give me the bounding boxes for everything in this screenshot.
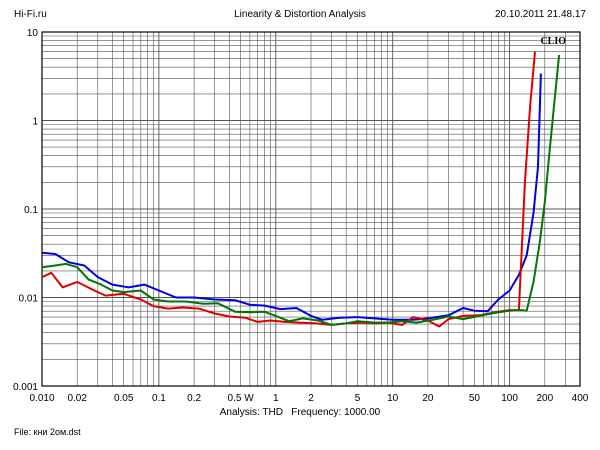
x-tick-label: 5: [355, 393, 361, 404]
series-line-1: [41, 73, 542, 321]
series-line-3: [41, 54, 561, 326]
series-line-2: [41, 51, 536, 328]
x-tick-label: 0.1: [152, 393, 166, 404]
y-tick-label: 10: [27, 28, 39, 39]
x-tick-label: 200: [536, 393, 553, 404]
x-tick-label: 0.010: [29, 393, 54, 404]
y-tick-label: 0.001: [13, 382, 38, 393]
x-tick-label: 1: [273, 393, 279, 404]
header-title: Linearity & Distortion Analysis: [234, 9, 366, 20]
y-tick-label: 0.1: [24, 205, 38, 216]
x-tick-label: 10: [387, 393, 399, 404]
x-tick-label: 50: [469, 393, 481, 404]
x-tick-label: 0.05: [114, 393, 134, 404]
x-tick-label: 2: [308, 393, 314, 404]
x-tick-label: 0.02: [67, 393, 87, 404]
y-tick-label: 1: [32, 117, 38, 128]
x-tick-label: 0.5 W: [228, 393, 255, 404]
analysis-info: Analysis: THD Frequency: 1000.00: [219, 407, 381, 418]
x-tick-label: 100: [501, 393, 518, 404]
x-tick-label: 400: [572, 393, 589, 404]
header-timestamp: 20.10.2011 21.48.17: [494, 9, 586, 20]
y-tick-label: 0.01: [19, 294, 39, 305]
file-name: File: кни 2ом.dst: [14, 427, 81, 437]
x-tick-label: 0.2: [187, 393, 201, 404]
x-tick-label: 20: [422, 393, 434, 404]
clio-logo: CLIO: [540, 36, 566, 47]
header-site: Hi-Fi.ru: [14, 9, 47, 20]
plot-frame: [41, 31, 581, 387]
